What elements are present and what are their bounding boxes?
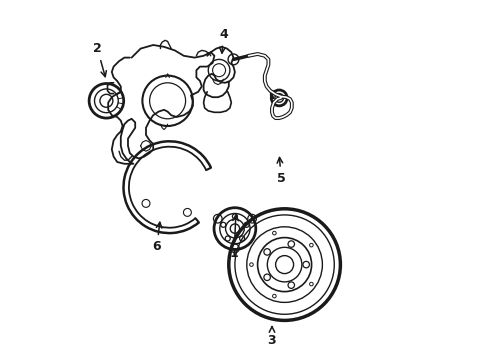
Text: 1: 1 xyxy=(230,215,239,260)
Text: 4: 4 xyxy=(219,28,228,53)
Text: 6: 6 xyxy=(152,222,162,253)
Text: 3: 3 xyxy=(268,327,276,347)
Text: 2: 2 xyxy=(93,42,106,77)
Text: 5: 5 xyxy=(277,157,285,185)
